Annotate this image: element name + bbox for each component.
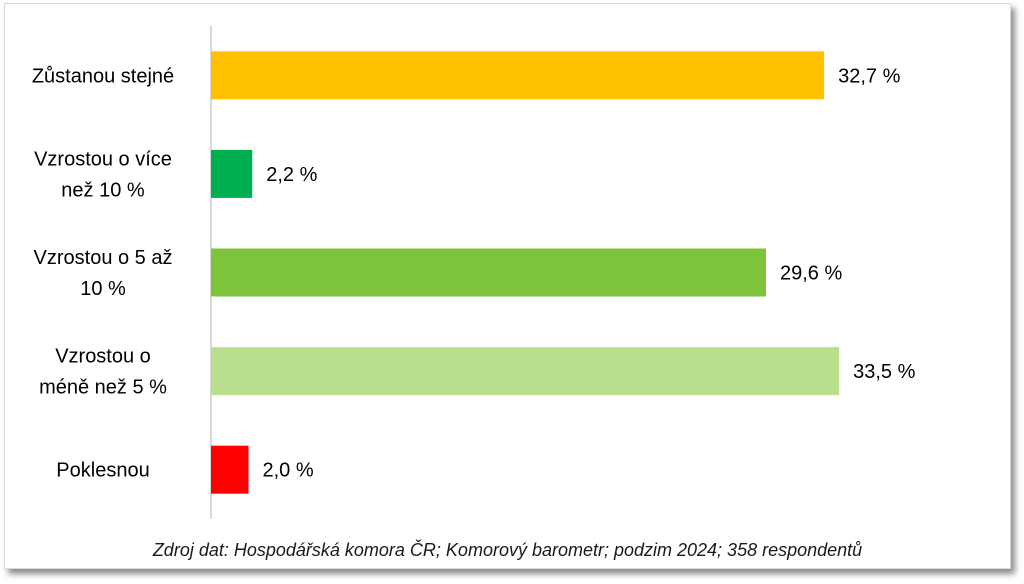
category-label-3: Vzrostou o méně než 5 % xyxy=(39,346,167,399)
value-label-0: 32,7 % xyxy=(838,65,900,87)
bar-chart: 32,7 % Zůstanou stejné 2,2 % Vzrostou o víc… xyxy=(32,26,916,519)
bar-1 xyxy=(211,149,253,198)
source-note: Zdroj dat: Hospodářská komora ČR; Komoro… xyxy=(152,540,863,560)
value-label-3: 33,5 % xyxy=(853,361,915,383)
category-label-2: Vzrostou o 5 až 10 % xyxy=(34,247,173,300)
category-label-0: Zůstanou stejné xyxy=(32,65,174,87)
bar-3 xyxy=(211,347,840,396)
value-label-1: 2,2 % xyxy=(266,164,317,186)
bar-2 xyxy=(211,248,766,297)
category-label-1: Vzrostou o více než 10 % xyxy=(34,148,172,201)
bar-0 xyxy=(211,51,825,100)
value-label-4: 2,0 % xyxy=(263,460,314,482)
bar-4 xyxy=(211,445,249,494)
category-label-4: Poklesnou xyxy=(56,460,149,482)
value-label-2: 29,6 % xyxy=(780,263,842,285)
chart-frame: 32,7 % Zůstanou stejné 2,2 % Vzrostou o víc… xyxy=(4,3,1011,569)
